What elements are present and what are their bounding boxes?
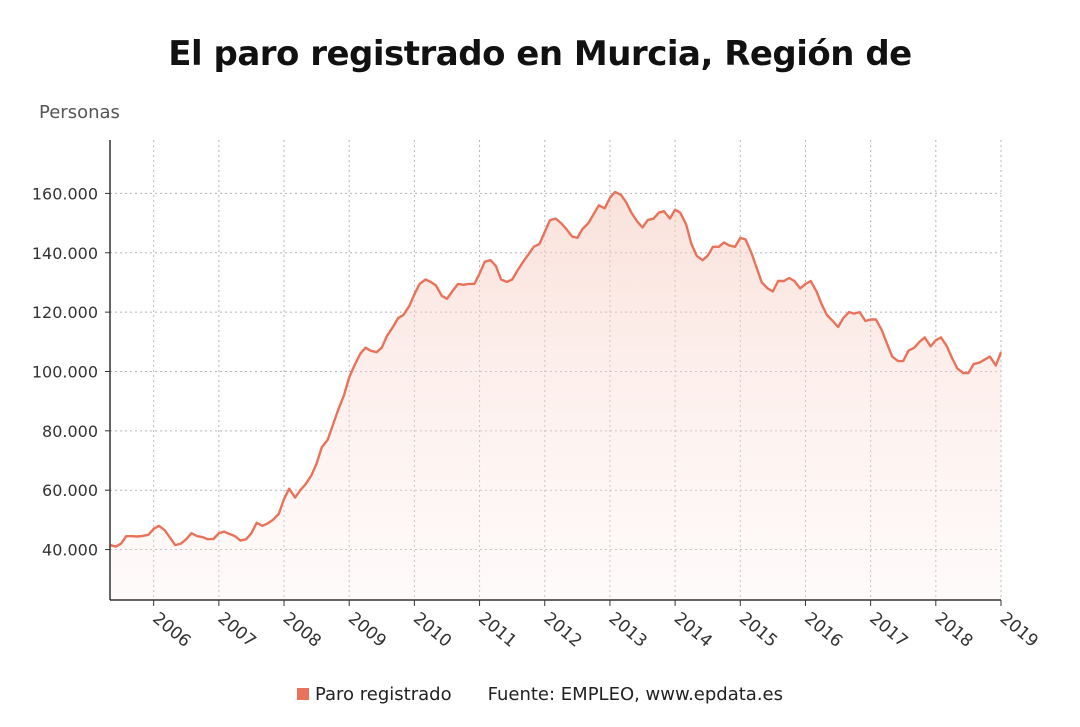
x-tick-label-3: 2009 xyxy=(344,609,390,652)
y-tick-label-0: 40.000 xyxy=(42,541,98,560)
x-tick-label-13: 2019 xyxy=(996,609,1042,652)
x-tick-label-10: 2016 xyxy=(800,609,846,652)
legend-swatch xyxy=(296,688,309,700)
x-tick-label-6: 2012 xyxy=(540,609,586,652)
x-tick-label-2: 2008 xyxy=(279,609,325,652)
y-axis-label: Personas xyxy=(39,102,120,123)
chart-footer: Paro registrado Fuente: EMPLEO, www.epdat… xyxy=(0,684,1080,705)
x-tick-label-11: 2017 xyxy=(865,609,911,652)
y-tick-label-4: 120.000 xyxy=(32,303,98,322)
y-ticks: 40.000 60.000 80.000 100.000 120.000 140.000 1… xyxy=(32,184,110,560)
area-layer xyxy=(109,190,1003,600)
y-tick-label-1: 60.000 xyxy=(42,481,98,500)
y-tick-label-5: 140.000 xyxy=(32,244,98,263)
legend-label: Paro registrado xyxy=(314,684,452,705)
x-tick-label-12: 2018 xyxy=(931,609,977,652)
area-fill xyxy=(110,191,1001,600)
x-tick-label-0: 2006 xyxy=(148,609,194,652)
x-tick-label-5: 2011 xyxy=(474,609,520,652)
series-line xyxy=(109,190,1003,548)
x-tick-label-4: 2010 xyxy=(409,609,455,652)
x-ticks: 2006 2007 2008 2009 2010 2011 2012 2013 2014 2015… xyxy=(148,600,1042,652)
y-tick-label-6: 160.000 xyxy=(32,184,98,203)
y-tick-label-3: 100.000 xyxy=(32,362,98,381)
source-note: Fuente: EMPLEO, www.epdata.es xyxy=(487,684,784,705)
axes xyxy=(109,140,1001,601)
y-tick-label-2: 80.000 xyxy=(42,422,98,441)
x-tick-label-1: 2007 xyxy=(214,609,260,652)
x-tick-label-9: 2015 xyxy=(735,609,781,652)
x-tick-label-7: 2013 xyxy=(605,609,651,652)
chart-title: El paro registrado en Murcia, Región de xyxy=(168,34,912,74)
x-tick-label-8: 2014 xyxy=(670,609,716,652)
